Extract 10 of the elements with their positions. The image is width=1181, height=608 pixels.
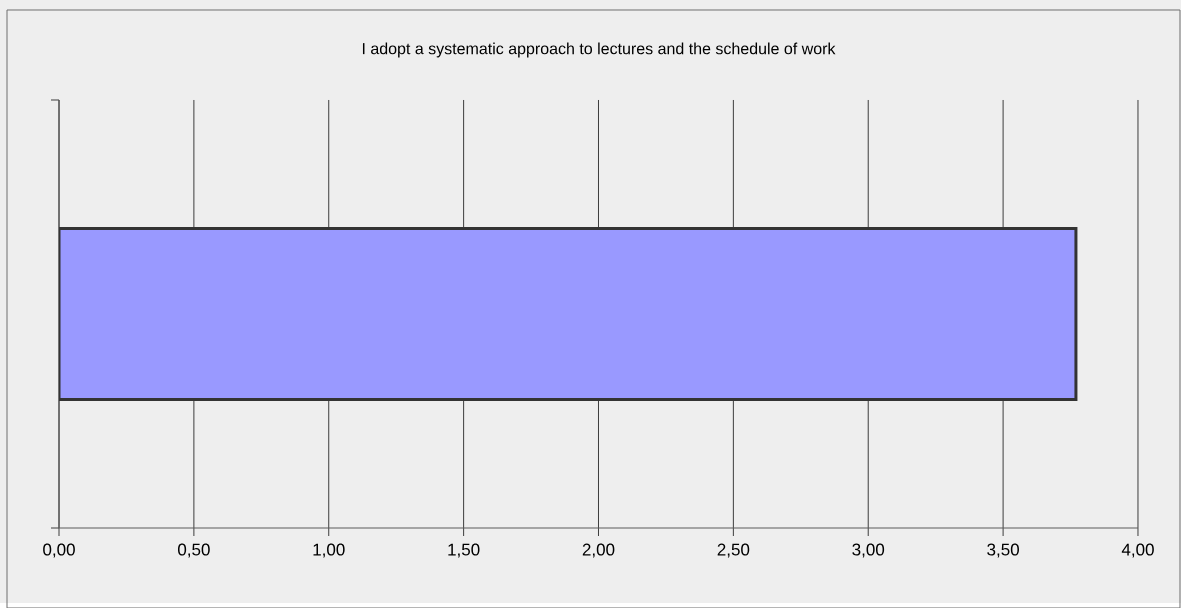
x-tick-label: 1,00	[313, 543, 345, 558]
x-tick-label: 4,00	[1121, 543, 1154, 558]
x-tick-label: 0,00	[43, 543, 75, 558]
x-tick-label: 3,50	[987, 543, 1019, 558]
x-tick-label: 3,00	[852, 543, 885, 558]
x-tick-label: 1,50	[448, 543, 480, 558]
x-tick-label: 0,50	[178, 543, 210, 558]
x-tick-label: 2,00	[582, 543, 615, 558]
chart-title: I adopt a systematic approach to lectures and the schedule of work	[362, 42, 836, 58]
x-tick-label: 2,50	[717, 543, 750, 558]
